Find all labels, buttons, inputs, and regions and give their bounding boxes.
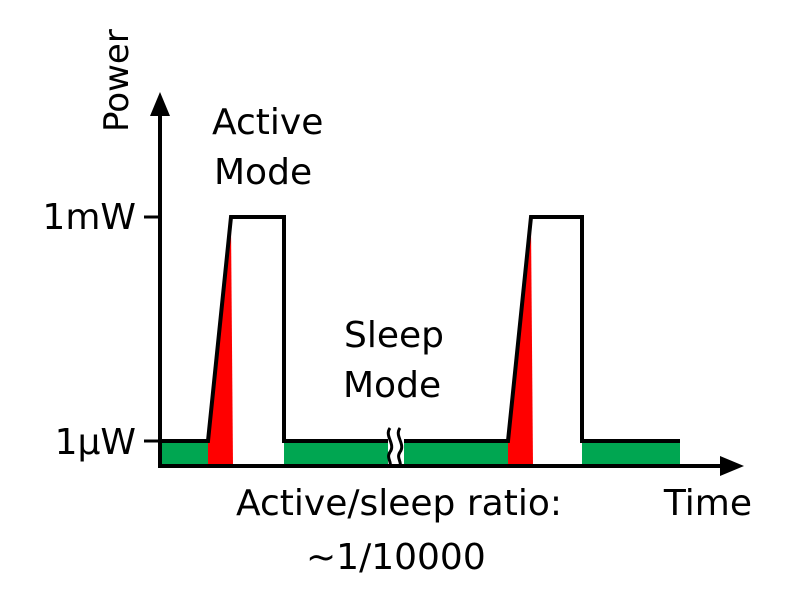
sleep-mode-label-line1: Sleep <box>344 315 444 356</box>
tick-label-1mw: 1mW <box>42 197 136 238</box>
sleep-mode-label-line2: Mode <box>343 365 441 406</box>
transition-region-1 <box>208 224 233 466</box>
sleep-bands <box>160 441 680 466</box>
x-axis-arrow <box>720 456 744 476</box>
active-mode-label-line1: Active <box>212 102 323 143</box>
x-axis-label: Time <box>663 483 752 524</box>
transition-region-2 <box>508 224 533 466</box>
active-mode-label-line2: Mode <box>214 152 312 193</box>
power-trace <box>160 215 680 443</box>
sleep-band-2 <box>284 441 388 466</box>
y-axis-label: Power <box>97 29 137 132</box>
sleep-band-3 <box>404 441 508 466</box>
ratio-label-line2: ~1/10000 <box>306 537 486 578</box>
tick-label-1uw: 1µW <box>55 422 136 463</box>
ratio-label-line1: Active/sleep ratio: <box>236 483 562 524</box>
y-axis-arrow <box>150 92 170 116</box>
transition-regions <box>208 224 533 466</box>
sleep-band-4 <box>582 441 680 466</box>
time-break-symbol <box>386 427 404 467</box>
sleep-band-1 <box>160 441 208 466</box>
